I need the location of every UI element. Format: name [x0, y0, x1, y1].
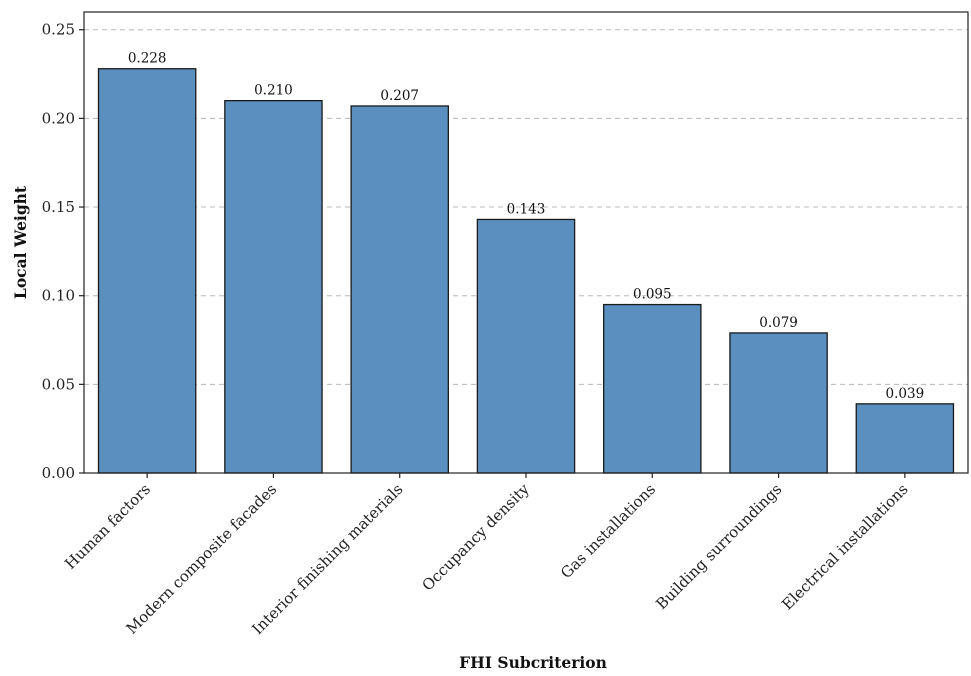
- data-label: 0.207: [380, 88, 419, 104]
- y-tick-label: 0.00: [42, 464, 75, 482]
- bar: [350, 105, 449, 474]
- x-tick-label: Human factors: [61, 480, 154, 573]
- y-tick-label: 0.25: [42, 21, 75, 39]
- data-label: 0.095: [633, 287, 672, 303]
- y-tick-label: 0.05: [42, 375, 75, 393]
- x-tick-label: Electrical installations: [778, 480, 912, 614]
- x-tick-label: Interior finishing materials: [248, 480, 406, 638]
- bar: [729, 332, 828, 474]
- data-labels: 0.228 0.210 0.207 0.143 0.095 0.079 0.039: [128, 51, 924, 402]
- y-axis-title: Local Weight: [11, 185, 30, 299]
- x-tick-label: Gas installations: [557, 480, 659, 582]
- x-tick-label: Occupancy density: [418, 480, 533, 595]
- y-axis-ticks: 0.00 0.05 0.10 0.15 0.20 0.25: [42, 21, 84, 482]
- bars: [97, 68, 955, 474]
- data-label: 0.228: [128, 51, 167, 67]
- data-label: 0.079: [759, 315, 798, 331]
- bar: [476, 218, 576, 474]
- y-tick-label: 0.15: [42, 198, 75, 216]
- x-axis-title: FHI Subcriterion: [459, 653, 607, 672]
- bar: [603, 303, 702, 474]
- data-label: 0.039: [886, 386, 925, 402]
- bar: [855, 403, 955, 474]
- data-label: 0.143: [507, 201, 546, 217]
- bar: [97, 68, 197, 474]
- data-label: 0.210: [254, 83, 293, 99]
- y-tick-label: 0.10: [42, 287, 75, 305]
- bar: [224, 100, 323, 474]
- x-tick-label: Modern composite facades: [123, 480, 281, 638]
- x-tick-label: Building surroundings: [652, 480, 785, 613]
- plot-frame: [83, 11, 969, 474]
- y-tick-label: 0.20: [42, 109, 75, 127]
